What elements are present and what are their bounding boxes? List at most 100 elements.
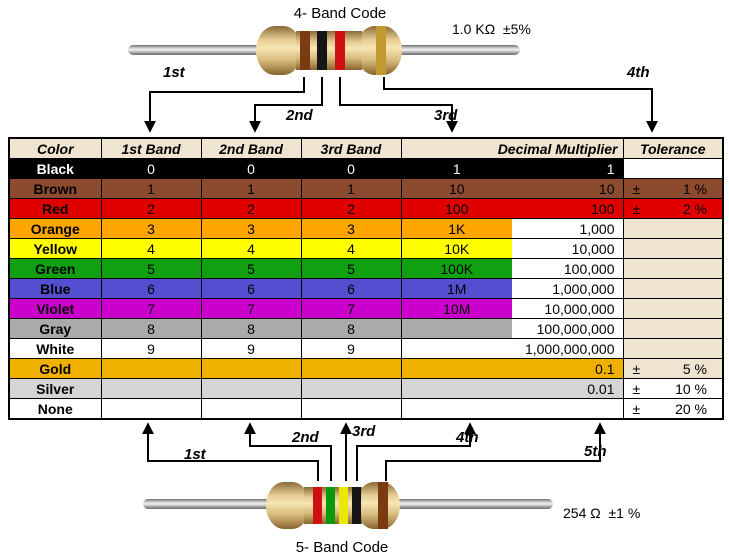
table-row-violet: Violet 7 7 7 10M 10,000,000: [8, 298, 724, 319]
color-name-cell: Green: [8, 258, 102, 279]
band1-cell: [100, 398, 202, 420]
table-row-gold: Gold 0.1 ±5 %: [8, 358, 724, 379]
band3-cell: [300, 378, 402, 399]
band3-cell: 5: [300, 258, 402, 279]
multiplier-short-cell: [400, 378, 512, 399]
multiplier-short-cell: [400, 338, 512, 359]
band2-cell: [200, 378, 302, 399]
tolerance-cell: [622, 258, 724, 279]
table-header-row: Color 1st Band 2nd Band 3rd Band Decimal…: [8, 137, 724, 159]
bottom-resistor-body: [266, 482, 400, 529]
multiplier-short-cell: 1: [400, 158, 512, 179]
band2-cell: 6: [200, 278, 302, 299]
band2-cell: 3: [200, 218, 302, 239]
tolerance-cell: [622, 298, 724, 319]
color-name-cell: Gray: [8, 318, 102, 339]
multiplier-full-cell: 100: [512, 198, 624, 219]
four-band-code-title: 4- Band Code: [293, 5, 387, 22]
bottom-band-1-red: [313, 487, 322, 524]
color-name-cell: Yellow: [8, 238, 102, 259]
tolerance-value: 2 %: [682, 200, 707, 217]
multiplier-full-cell: 100,000: [512, 258, 624, 279]
band1-cell: [100, 358, 202, 379]
band3-cell: 2: [300, 198, 402, 219]
table-row-white: White 9 9 9 1,000,000,000: [8, 338, 724, 359]
band3-cell: [300, 358, 402, 379]
resistor-left-cap: [256, 26, 302, 75]
band2-cell: [200, 398, 302, 420]
color-code-table: Color 1st Band 2nd Band 3rd Band Decimal…: [8, 137, 724, 420]
multiplier-full-cell: 100,000,000: [512, 318, 624, 339]
top-arrow-label-1st: 1st: [163, 64, 185, 81]
multiplier-full-cell: 10,000,000: [512, 298, 624, 319]
top-arrow-label-3rd: 3rd: [434, 107, 458, 124]
band3-cell: 7: [300, 298, 402, 319]
band1-cell: 0: [100, 158, 202, 179]
band1-cell: 2: [100, 198, 202, 219]
top-arrow-label-4th: 4th: [627, 64, 650, 81]
tolerance-cell: ±1 %: [622, 178, 724, 199]
color-table-body: Black 0 0 0 1 1 Brown 1 1 1 10 10 ±1 % Red 2 2 2 100 100 ±2…: [8, 158, 724, 420]
bottom-band-4-black: [352, 487, 361, 524]
band3-cell: 6: [300, 278, 402, 299]
band3-cell: 4: [300, 238, 402, 259]
band1-cell: 7: [100, 298, 202, 319]
top-band-1-brown: [300, 31, 310, 70]
tolerance-cell: [622, 318, 724, 339]
color-name-cell: Black: [8, 158, 102, 179]
band2-cell: 7: [200, 298, 302, 319]
multiplier-short-cell: [400, 358, 512, 379]
band3-cell: [300, 398, 402, 420]
band1-cell: 8: [100, 318, 202, 339]
color-name-cell: Violet: [8, 298, 102, 319]
tolerance-cell: ±2 %: [622, 198, 724, 219]
header-3rd-band: 3rd Band: [300, 137, 402, 159]
tolerance-cell: ±10 %: [622, 378, 724, 399]
multiplier-short-cell: 10: [400, 178, 512, 199]
color-name-cell: White: [8, 338, 102, 359]
multiplier-full-cell: 1,000,000,000: [512, 338, 624, 359]
multiplier-short-cell: 100K: [400, 258, 512, 279]
bottom-band-3-yellow: [339, 487, 348, 524]
band2-cell: 4: [200, 238, 302, 259]
multiplier-short-cell: 10K: [400, 238, 512, 259]
header-color: Color: [8, 137, 102, 159]
table-row-yellow: Yellow 4 4 4 10K 10,000: [8, 238, 724, 259]
table-row-black: Black 0 0 0 1 1: [8, 158, 724, 179]
bottom-band-2-green: [326, 487, 335, 524]
tolerance-value: 5 %: [682, 360, 707, 377]
multiplier-short-cell: 100: [400, 198, 512, 219]
top-resistor-body: [256, 26, 402, 75]
tolerance-sign: ±: [632, 360, 641, 377]
table-row-green: Green 5 5 5 100K 100,000: [8, 258, 724, 279]
band3-cell: 1: [300, 178, 402, 199]
multiplier-short-cell: [400, 398, 512, 420]
tolerance-cell: [622, 278, 724, 299]
band2-cell: 0: [200, 158, 302, 179]
tolerance-sign: ±: [632, 400, 641, 417]
header-decimal-multiplier: Decimal Multiplier: [400, 137, 624, 159]
header-1st-band: 1st Band: [100, 137, 202, 159]
tolerance-cell: ±5 %: [622, 358, 724, 379]
five-band-code-title: 5- Band Code: [295, 539, 389, 556]
table-row-orange: Orange 3 3 3 1K 1,000: [8, 218, 724, 239]
tolerance-sign: ±: [632, 180, 641, 197]
multiplier-full-cell: [512, 398, 624, 420]
bottom-arrow-label-4th: 4th: [456, 429, 479, 446]
tolerance-sign: ±: [632, 380, 641, 397]
table-row-silver: Silver 0.01 ±10 %: [8, 378, 724, 399]
tolerance-cell: ±20 %: [622, 398, 724, 420]
four-band-resistor-value: 1.0 KΩ ±5%: [452, 21, 531, 37]
tolerance-value: 10 %: [675, 380, 707, 397]
band1-cell: 9: [100, 338, 202, 359]
tolerance-value: 20 %: [675, 400, 707, 417]
five-band-resistor-value: 254 Ω ±1 %: [563, 505, 641, 521]
color-name-cell: Red: [8, 198, 102, 219]
color-name-cell: Silver: [8, 378, 102, 399]
top-band-2-black: [317, 31, 327, 70]
arrow-top-4th: [383, 77, 658, 133]
bottom-arrow-label-5th: 5th: [584, 443, 607, 460]
tolerance-value: 1 %: [682, 180, 707, 197]
header-tolerance: Tolerance: [622, 137, 724, 159]
